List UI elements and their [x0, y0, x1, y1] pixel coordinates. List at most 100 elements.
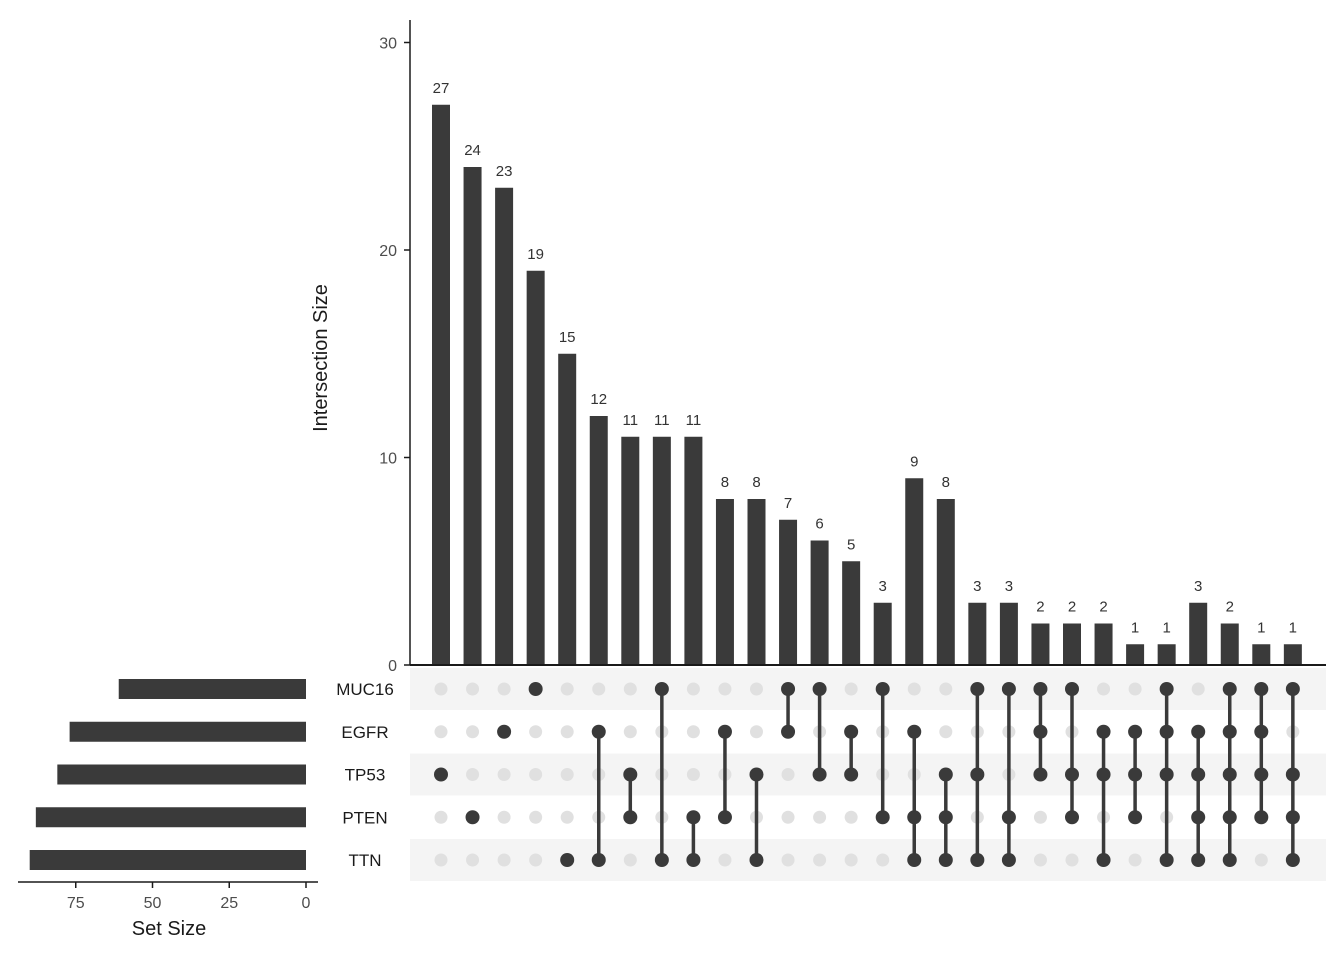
matrix-dot-active [1222, 724, 1237, 739]
matrix-dot-active [907, 853, 922, 867]
matrix-dot-active [654, 682, 669, 696]
matrix-stripe [410, 839, 1326, 881]
intersection-bar [621, 436, 640, 665]
matrix-dot-active [1191, 810, 1206, 825]
intersection-bar [432, 104, 450, 665]
matrix-dot-active [1222, 810, 1237, 825]
matrix-dot-inactive [466, 853, 480, 867]
matrix-dot-inactive [592, 682, 606, 696]
matrix-dot-inactive [434, 725, 448, 739]
intersection-bar [747, 499, 766, 665]
intersection-bar-label: 3 [1194, 578, 1202, 595]
matrix-dot-inactive [434, 810, 448, 824]
matrix-dot-inactive [1033, 810, 1047, 824]
matrix-dot-inactive [623, 682, 637, 696]
matrix-dot-active [686, 810, 701, 825]
intersection-bar [779, 519, 798, 665]
intersection-bar [936, 499, 955, 665]
matrix-stripe [410, 668, 1326, 710]
intersection-bar-label: 8 [721, 474, 729, 491]
matrix-dot-active [812, 682, 827, 696]
set-label: EGFR [341, 723, 388, 742]
matrix-dot-inactive [1033, 853, 1047, 867]
matrix-dot-active [1033, 682, 1048, 696]
matrix-dot-active [1222, 853, 1237, 867]
intersection-bar [1031, 623, 1050, 665]
set-size-bar [118, 679, 306, 699]
intersection-bar-label: 27 [433, 80, 450, 97]
intersection-bar-label: 23 [496, 163, 513, 180]
matrix-dot-inactive [434, 682, 448, 696]
intersection-bar-label: 8 [752, 474, 760, 491]
matrix-dot-active [465, 810, 480, 825]
matrix-dot-active [1191, 724, 1206, 739]
intersection-y-axis-title: Intersection Size [310, 284, 332, 432]
set-size-tick-label: 25 [220, 895, 238, 912]
y-tick-label: 0 [388, 658, 397, 675]
intersection-bar-label: 1 [1131, 619, 1139, 636]
intersection-bar-label: 2 [1099, 599, 1107, 616]
matrix-dot-inactive [623, 725, 637, 739]
intersection-bar-label: 3 [879, 578, 887, 595]
intersection-bar [999, 602, 1018, 665]
matrix-dot-active [1159, 724, 1174, 739]
matrix-dot-inactive [497, 810, 511, 824]
matrix-dot-inactive [497, 768, 511, 781]
set-size-bar [29, 850, 306, 870]
matrix-dot-inactive [529, 725, 543, 739]
intersection-bar-label: 3 [1005, 578, 1013, 595]
matrix-dot-active [1254, 682, 1269, 696]
intersection-bar-label: 15 [559, 329, 576, 346]
intersection-bar-label: 2 [1036, 599, 1044, 616]
intersection-y-axis: 0 10 20 30 [379, 20, 1326, 675]
matrix-dot-inactive [686, 725, 700, 739]
intersection-bar-label: 24 [464, 142, 481, 159]
matrix-dot-active [1254, 810, 1269, 825]
matrix-dot-active [875, 682, 890, 696]
matrix-dot-inactive [781, 768, 795, 781]
matrix-dot-active [1254, 724, 1269, 739]
intersection-bar [526, 270, 545, 665]
intersection-bar [589, 416, 608, 665]
intersection-bar [495, 187, 514, 665]
matrix-dot-inactive [750, 725, 763, 739]
set-size-tick-label: 75 [67, 895, 85, 912]
matrix-dot-active [1159, 682, 1174, 696]
y-tick-label: 30 [379, 36, 397, 53]
intersection-bar [1252, 644, 1271, 665]
matrix-dot-active [591, 724, 606, 739]
set-label: PTEN [342, 808, 387, 827]
matrix-dot-active [1159, 767, 1174, 782]
matrix-dot-active [907, 724, 922, 739]
matrix-dot-active [1191, 767, 1206, 782]
matrix-dot-active [875, 810, 890, 825]
matrix-dot-inactive [529, 768, 543, 781]
set-size-bar [69, 721, 306, 742]
matrix-dot-active [1285, 682, 1300, 696]
intersection-bar [684, 436, 703, 665]
matrix-dot-active [623, 810, 638, 825]
matrix-dot-active [1285, 767, 1300, 782]
matrix-dot-active [717, 724, 732, 739]
matrix-dot-active [528, 682, 543, 696]
matrix-dot-active [654, 853, 669, 867]
matrix-dot-active [1254, 767, 1269, 782]
matrix-dot-inactive [466, 682, 480, 696]
y-tick-label: 20 [379, 243, 397, 260]
set-size-tick-label: 0 [302, 895, 311, 912]
matrix-dot-inactive [1254, 853, 1268, 867]
matrix-dot-active [812, 767, 827, 782]
matrix-dot-active [1096, 724, 1111, 739]
matrix-dot-active [781, 724, 796, 739]
matrix-dot-active [1159, 853, 1174, 867]
matrix-dot-inactive [718, 853, 732, 867]
matrix-dot-inactive [844, 682, 858, 696]
matrix-dot-active [1065, 682, 1079, 696]
matrix-dot-inactive [907, 682, 921, 696]
matrix-dot-inactive [1191, 682, 1205, 696]
matrix-dot-inactive [1065, 853, 1079, 867]
matrix-dot-active [749, 767, 764, 782]
matrix-dot-inactive [529, 810, 543, 824]
set-label: TP53 [345, 766, 386, 785]
